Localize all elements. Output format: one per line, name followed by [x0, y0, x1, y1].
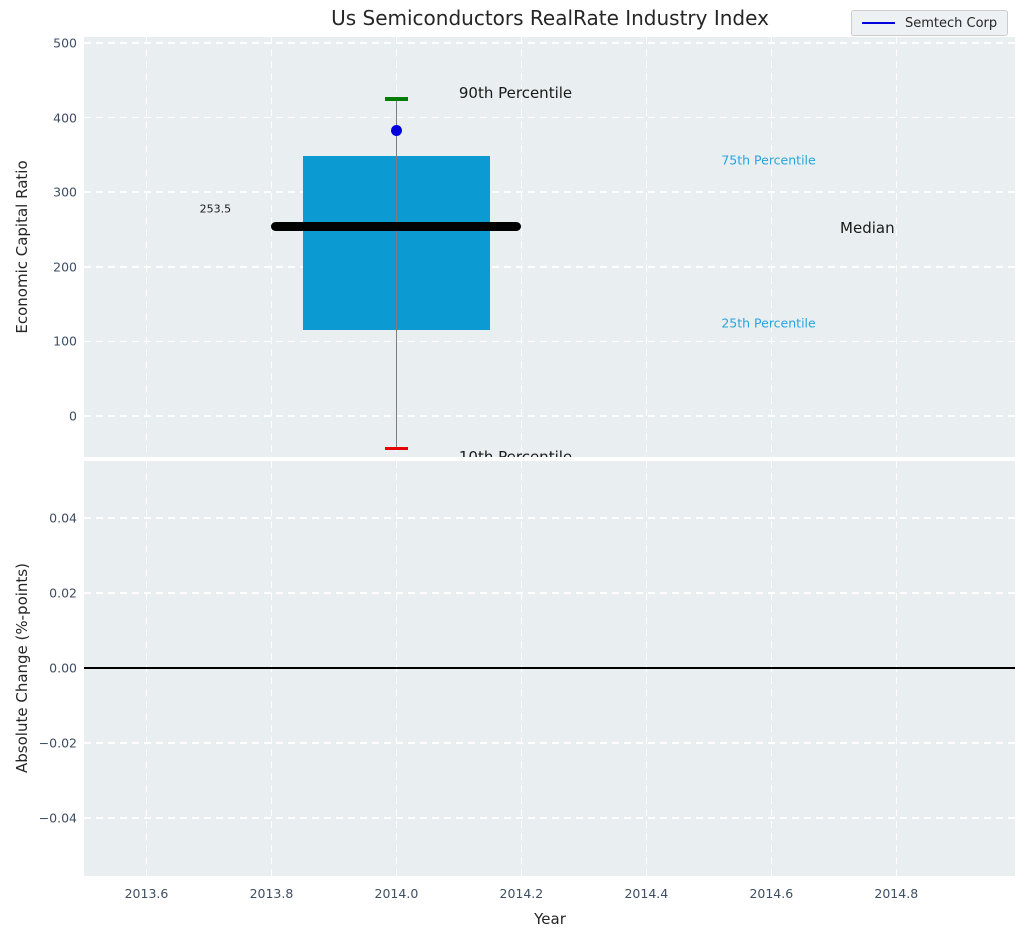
whisker-line — [395, 98, 398, 449]
annotation-90th-percentile: 90th Percentile — [458, 83, 573, 102]
gridline-vertical — [145, 37, 148, 457]
gridline-vertical — [270, 37, 273, 457]
legend-label: Semtech Corp — [905, 15, 998, 31]
y-tick-label: 200 — [53, 259, 77, 275]
legend: Semtech Corp — [851, 10, 1009, 36]
gridline-horizontal — [84, 340, 1015, 343]
y-tick-label: 400 — [53, 110, 77, 126]
annotation-median: Median — [840, 218, 895, 237]
annotation-10th-percentile: 10th Percentile — [458, 448, 573, 457]
x-tick-label: 2013.6 — [124, 886, 169, 901]
semtech-corp-point — [390, 124, 402, 136]
whisker-cap-90th — [385, 97, 408, 101]
x-tick-label: 2014.4 — [624, 886, 669, 901]
y-tick-label: 0.00 — [49, 660, 77, 676]
gridline-vertical — [645, 37, 648, 457]
y-tick-label: −0.02 — [38, 735, 77, 751]
x-tick-label: 2014.8 — [874, 886, 919, 901]
gridline-horizontal — [84, 191, 1015, 193]
gridline-horizontal — [84, 415, 1015, 417]
x-tick-label: 2014.6 — [749, 886, 794, 901]
legend-line-swatch — [862, 22, 895, 24]
chart-title: Us Semiconductors RealRate Industry Inde… — [331, 6, 769, 30]
gridline-horizontal — [84, 266, 1015, 268]
annotation-25th-percentile: 25th Percentile — [721, 315, 816, 331]
y-tick-label: 0 — [69, 408, 77, 424]
gridline-vertical — [895, 37, 898, 457]
zero-reference-line — [84, 666, 1015, 669]
y-tick-label: 0.02 — [49, 585, 77, 601]
x-axis-label: Year — [534, 910, 566, 928]
y-tick-label: 100 — [53, 333, 77, 349]
y-tick-label: 0.04 — [49, 510, 77, 526]
gridline-horizontal — [84, 42, 1015, 44]
gridline-horizontal — [84, 817, 1015, 819]
gridline-horizontal — [84, 116, 1015, 119]
x-tick-label: 2014.0 — [374, 886, 419, 901]
annotation-253-5: 253.5 — [199, 202, 232, 216]
y-axis-label-bottom: Absolute Change (%-points) — [13, 563, 31, 773]
gridline-horizontal — [84, 592, 1015, 594]
median-line — [271, 222, 522, 232]
gridline-vertical — [520, 37, 523, 457]
y-tick-label: 500 — [53, 35, 77, 51]
bottom-subplot — [84, 461, 1015, 876]
y-tick-label: 300 — [53, 184, 77, 200]
gridline-horizontal — [84, 742, 1015, 744]
x-tick-label: 2013.8 — [249, 886, 294, 901]
y-tick-label: −0.04 — [38, 810, 77, 826]
x-tick-label: 2014.2 — [499, 886, 544, 901]
whisker-cap-10th — [385, 446, 408, 450]
top-subplot: 90th Percentile 75th Percentile Median 25th… — [84, 37, 1015, 457]
y-axis-label-top: Economic Capital Ratio — [13, 160, 31, 334]
annotation-75th-percentile: 75th Percentile — [721, 152, 816, 168]
gridline-horizontal — [84, 517, 1015, 519]
gridline-vertical — [770, 37, 773, 457]
